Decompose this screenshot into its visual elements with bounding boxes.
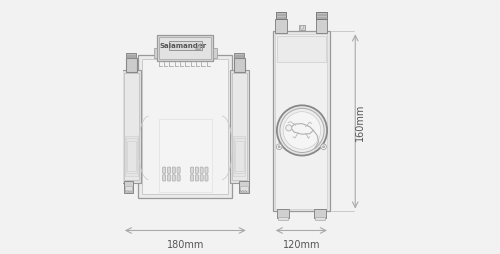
Circle shape	[278, 146, 280, 148]
Bar	[276, 37, 326, 62]
Circle shape	[277, 106, 327, 156]
Bar	[276, 209, 289, 218]
Circle shape	[283, 112, 321, 150]
Bar	[276, 20, 287, 34]
Bar	[276, 35, 328, 209]
FancyBboxPatch shape	[190, 167, 194, 174]
Text: Salamander: Salamander	[159, 43, 206, 49]
Bar	[232, 73, 246, 181]
Bar	[315, 217, 325, 220]
Bar	[234, 139, 244, 173]
Bar	[158, 36, 213, 61]
Bar	[125, 186, 132, 192]
Bar	[124, 73, 139, 181]
Bar	[233, 136, 245, 176]
Bar	[299, 25, 305, 31]
Circle shape	[321, 144, 326, 150]
Bar	[230, 70, 248, 184]
Bar	[316, 13, 327, 20]
Bar	[142, 60, 229, 194]
FancyBboxPatch shape	[205, 167, 208, 174]
Bar	[124, 182, 134, 193]
FancyBboxPatch shape	[172, 167, 176, 174]
FancyBboxPatch shape	[162, 167, 166, 174]
Bar	[154, 49, 158, 59]
FancyBboxPatch shape	[172, 175, 176, 181]
Bar	[314, 209, 326, 218]
Circle shape	[300, 26, 304, 30]
Bar	[276, 13, 286, 20]
Bar	[234, 54, 244, 59]
FancyBboxPatch shape	[200, 167, 203, 174]
Circle shape	[280, 109, 324, 153]
Bar	[278, 217, 287, 220]
FancyBboxPatch shape	[196, 167, 198, 174]
Bar	[239, 182, 249, 193]
Bar	[126, 59, 137, 73]
FancyBboxPatch shape	[177, 167, 180, 174]
Bar	[138, 56, 232, 198]
Bar	[126, 141, 136, 171]
Bar	[126, 139, 137, 173]
Text: 120mm: 120mm	[283, 240, 321, 249]
Bar	[160, 38, 211, 59]
FancyBboxPatch shape	[168, 167, 170, 174]
Bar	[126, 54, 136, 59]
Bar	[234, 141, 244, 171]
FancyBboxPatch shape	[168, 175, 170, 181]
FancyBboxPatch shape	[177, 175, 180, 181]
Text: 180mm: 180mm	[166, 240, 204, 249]
Bar	[169, 41, 202, 51]
Bar	[240, 186, 248, 192]
FancyBboxPatch shape	[205, 175, 208, 181]
Bar	[125, 136, 138, 176]
FancyBboxPatch shape	[162, 175, 166, 181]
Bar	[316, 20, 328, 34]
FancyBboxPatch shape	[196, 175, 198, 181]
Circle shape	[286, 125, 292, 131]
FancyBboxPatch shape	[190, 175, 194, 181]
Bar	[122, 70, 141, 184]
Bar	[273, 32, 330, 212]
FancyBboxPatch shape	[200, 175, 203, 181]
Bar	[234, 59, 245, 73]
Circle shape	[276, 144, 282, 150]
Bar	[158, 119, 212, 193]
Bar	[213, 49, 217, 59]
Polygon shape	[196, 44, 200, 50]
Circle shape	[322, 146, 324, 148]
Text: 160mm: 160mm	[355, 103, 365, 140]
